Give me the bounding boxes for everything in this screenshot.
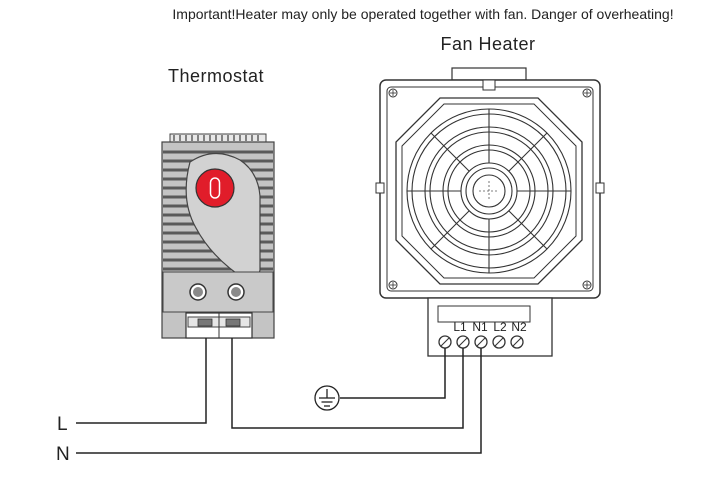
terminal-label-l2: L2 [493, 320, 507, 334]
thermostat [161, 133, 275, 339]
thermostat-title: Thermostat [168, 66, 264, 86]
wiring [76, 338, 482, 454]
terminal-label-n2: N2 [511, 320, 527, 334]
fan-grille-spokes [407, 109, 571, 273]
line-label-l: L [57, 414, 68, 435]
dial-indicator [209, 177, 221, 199]
ground-icon [314, 385, 340, 411]
fan-heater: L1 N1 L2 N2 [375, 67, 605, 357]
thermostat-top-ridges [173, 135, 259, 141]
terminal-label-n1: N1 [472, 320, 488, 334]
fan-terminal-label-strip [437, 305, 531, 323]
thermostat-lower-panel [162, 271, 274, 313]
wire-ground [340, 348, 446, 399]
terminal-label-l1: L1 [453, 320, 467, 334]
wire-thermostat-to-l1 [231, 338, 464, 429]
wire-n [76, 348, 482, 454]
fan-top-tab [451, 67, 527, 81]
wire-l [76, 338, 207, 424]
warning-text: Important!Heater may only be operated to… [172, 6, 673, 22]
line-label-n: N [56, 444, 70, 465]
fan-heater-title: Fan Heater [440, 34, 535, 54]
